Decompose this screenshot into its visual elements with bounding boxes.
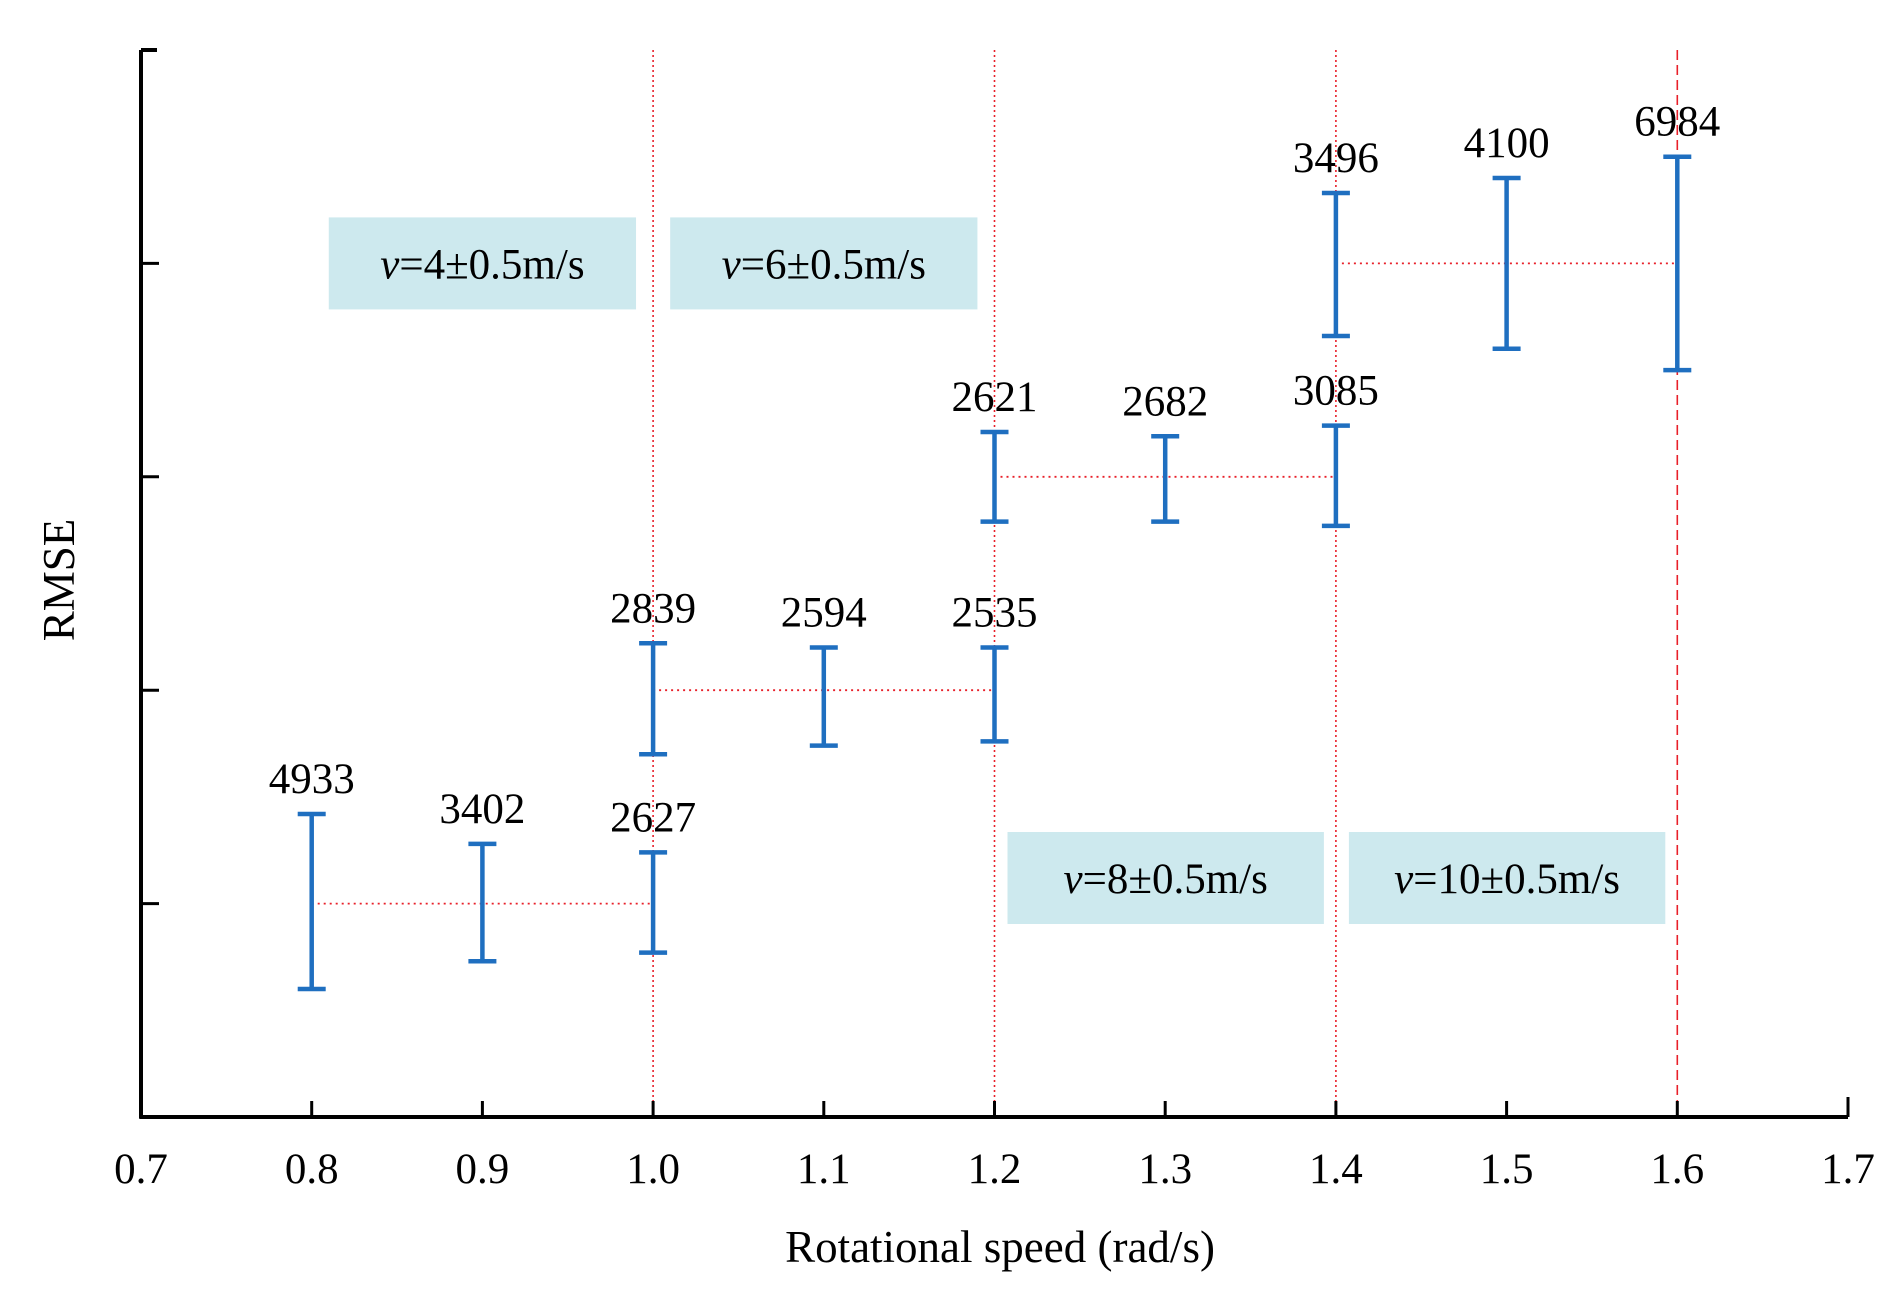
data-label-4-3: 6984 (1634, 99, 1720, 146)
errorbar-4-1 (1321, 190, 1350, 339)
data-label-1-1: 4933 (269, 756, 355, 803)
x-tick-label-1.4: 1.4 (1309, 1146, 1363, 1193)
data-label-3-1: 2621 (952, 374, 1038, 421)
errorbar-2-1 (639, 641, 668, 757)
data-label-4-2: 4100 (1464, 120, 1550, 167)
y-axis-title: RMSE (34, 519, 84, 642)
errorbar-1-1 (297, 811, 326, 992)
data-label-2-3: 2535 (952, 590, 1038, 637)
band-label-box-3 (1007, 831, 1324, 924)
errorbar-1-2 (468, 841, 497, 964)
reference-lines (652, 50, 1679, 1117)
errorbar-3-3 (1321, 423, 1350, 529)
errorbar-1-3 (639, 850, 668, 955)
axes (139, 48, 1850, 1119)
band-label-box-1 (328, 217, 637, 310)
data-label-3-3: 3085 (1293, 368, 1379, 415)
data-label-2-2: 2594 (781, 590, 867, 637)
x-tick-label-1.0: 1.0 (626, 1146, 680, 1193)
x-tick-label-1.7: 1.7 (1821, 1146, 1875, 1193)
band-label-4: v=10±0.5m/s (1394, 856, 1620, 903)
data-label-3-2: 2682 (1122, 378, 1208, 425)
errorbar-3-2 (1151, 434, 1180, 524)
errorbar-2-2 (809, 645, 838, 748)
x-tick-label-1.1: 1.1 (797, 1146, 851, 1193)
band-label-3: v=8±0.5m/s (1064, 856, 1268, 903)
labels: 4933 3402 2627 2839 2594 2535 2621 2682 3085 3496… (114, 99, 1875, 1193)
x-tick-label-0.8: 0.8 (285, 1146, 339, 1193)
data-label-1-3: 2627 (610, 794, 696, 841)
x-tick-label-1.6: 1.6 (1650, 1146, 1704, 1193)
band-label-boxes: v=4±0.5m/s v=6±0.5m/s v=8±0.5m/s v=10±0.5m/… (328, 217, 1666, 924)
errorbar-4-2 (1492, 175, 1521, 352)
data-label-1-2: 3402 (439, 786, 525, 833)
errorbar-4-3 (1663, 154, 1692, 373)
x-tick-label-0.7: 0.7 (114, 1146, 168, 1193)
errorbars (297, 154, 1692, 992)
data-label-2-1: 2839 (610, 585, 696, 632)
x-tick-label-0.9: 0.9 (456, 1146, 510, 1193)
x-tick-label-1.2: 1.2 (968, 1146, 1022, 1193)
x-axis-title: Rotational speed (rad/s) (785, 1222, 1215, 1272)
data-label-4-1: 3496 (1293, 135, 1379, 182)
band-label-2: v=6±0.5m/s (722, 241, 926, 288)
errorbar-3-1 (980, 429, 1009, 524)
x-tick-label-1.5: 1.5 (1480, 1146, 1534, 1193)
band-label-box-4 (1348, 831, 1666, 924)
errorbar-2-3 (980, 645, 1009, 744)
band-label-1: v=4±0.5m/s (380, 241, 584, 288)
band-label-box-2 (670, 217, 978, 310)
x-tick-label-1.3: 1.3 (1138, 1146, 1192, 1193)
